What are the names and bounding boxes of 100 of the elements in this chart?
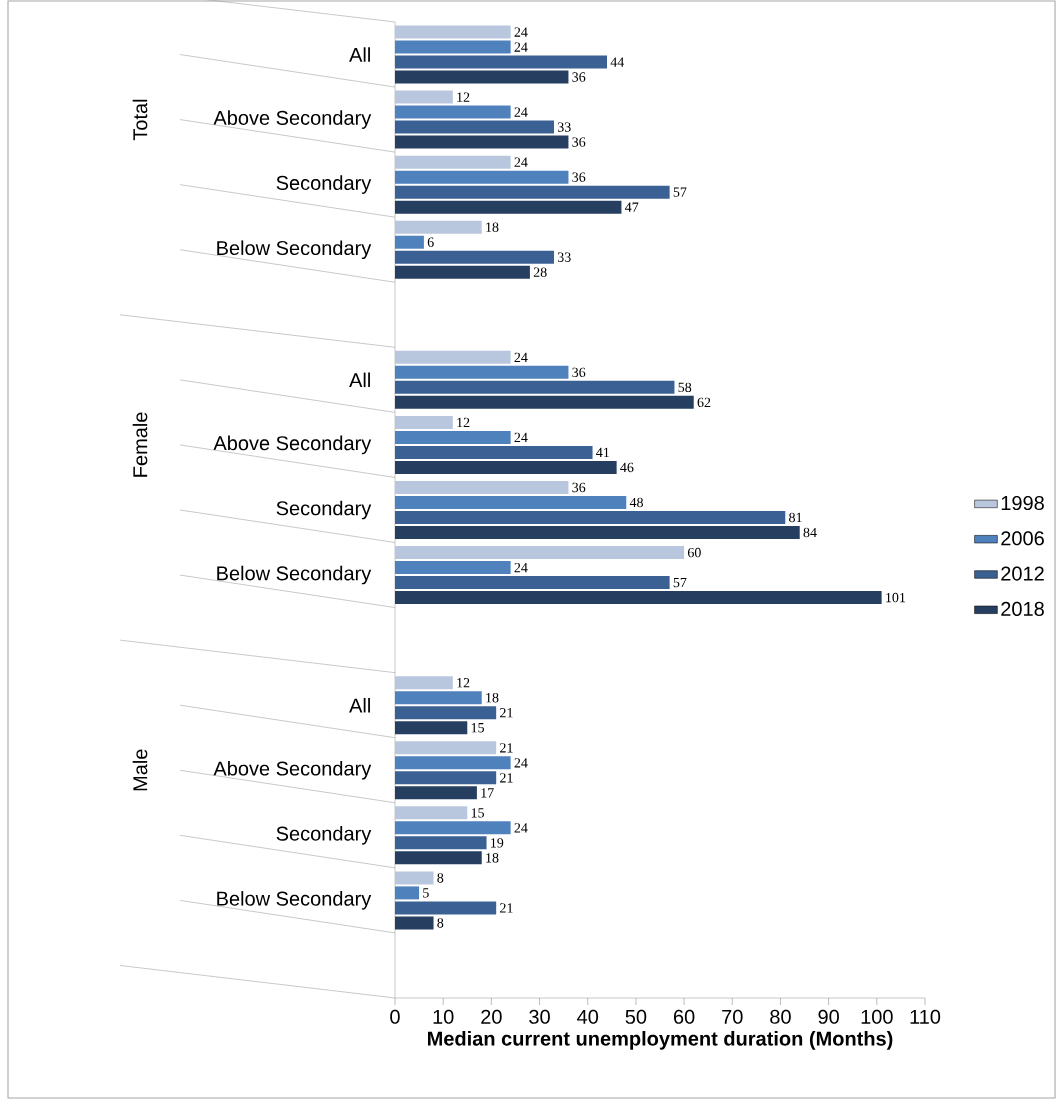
data-label: 24 — [514, 42, 528, 52]
text: Total — [132, 99, 148, 141]
bar — [395, 250, 554, 264]
bar — [395, 576, 670, 590]
data-label: 101 — [886, 592, 906, 603]
bar — [395, 395, 694, 409]
x-tick-label: 90 — [818, 1009, 839, 1024]
bar — [395, 380, 675, 394]
y-tick-label: All — [349, 697, 370, 713]
data-label: 5 — [423, 888, 429, 898]
bar — [395, 25, 511, 39]
bar — [395, 886, 420, 900]
data-label: 24 — [514, 562, 528, 573]
data-label: 21 — [500, 743, 513, 753]
data-label: 24 — [514, 823, 528, 833]
bar — [395, 821, 511, 835]
bar — [395, 120, 554, 134]
data-label: 12 — [457, 92, 470, 102]
bar — [395, 495, 627, 509]
data-label: 60 — [687, 547, 701, 558]
data-label: 12 — [457, 678, 470, 688]
x-tick-label: 60 — [674, 1009, 695, 1024]
data-label: 24 — [514, 107, 528, 117]
data-label: 21 — [500, 708, 513, 718]
bar — [395, 771, 497, 785]
legend-label: 2012 — [1001, 566, 1044, 581]
legend-label: 1998 — [1001, 495, 1044, 511]
legend-label: 2006 — [1001, 531, 1044, 546]
y-tick-label: All — [349, 372, 370, 388]
bar — [395, 756, 511, 770]
bar — [395, 741, 497, 755]
data-label: 57 — [673, 577, 687, 588]
x-tick-label: 40 — [577, 1009, 599, 1024]
bar — [395, 706, 497, 720]
x-tick-label: 80 — [770, 1009, 791, 1024]
bar — [395, 105, 511, 119]
data-label: 28 — [533, 267, 547, 277]
x-tick-label: 50 — [625, 1009, 647, 1024]
data-label: 12 — [457, 417, 470, 428]
data-label: 46 — [620, 462, 634, 473]
bar — [395, 365, 569, 379]
y-tick-label: Secondary — [276, 826, 372, 845]
bar — [395, 235, 424, 249]
y-tick-label: Secondary — [276, 175, 372, 194]
x-tick-label: 100 — [861, 1009, 893, 1024]
bar — [395, 40, 511, 54]
bar — [395, 806, 468, 820]
x-tick-label: 110 — [910, 1009, 941, 1024]
x-tick-label: 10 — [433, 1009, 454, 1024]
bar — [395, 916, 434, 930]
data-label: 18 — [486, 853, 499, 863]
bar — [395, 721, 468, 735]
bar — [395, 185, 670, 199]
x-axis-title: Median current unemployment duration (Months) — [428, 1031, 893, 1050]
x-tick-label: 70 — [722, 1009, 743, 1024]
bar — [395, 836, 487, 850]
y-tick-label: Secondary — [276, 500, 372, 520]
data-label: 21 — [500, 903, 513, 913]
bar — [395, 525, 800, 539]
data-label: 36 — [572, 172, 586, 182]
bar — [395, 786, 477, 800]
y-tick-label: Above Secondary — [213, 435, 372, 455]
bar — [395, 851, 482, 865]
bar — [395, 70, 569, 84]
data-label: 24 — [514, 432, 528, 443]
data-label: 24 — [514, 157, 528, 167]
data-label: 36 — [572, 137, 586, 147]
y-tick-label: All — [349, 47, 370, 62]
data-label: 8 — [437, 873, 444, 883]
bar — [395, 200, 622, 214]
data-label: 41 — [596, 447, 609, 458]
bar — [395, 591, 882, 605]
bar — [395, 871, 434, 885]
x-tick-label: 30 — [529, 1009, 550, 1024]
bar — [395, 691, 482, 705]
data-label: 36 — [572, 482, 586, 493]
bar — [395, 460, 617, 474]
bar — [395, 90, 453, 104]
bar — [395, 676, 453, 690]
bar — [395, 55, 608, 69]
x-tick-label: 20 — [481, 1009, 502, 1024]
data-label: 58 — [678, 382, 692, 393]
data-label: 15 — [471, 808, 484, 818]
bar — [395, 901, 497, 915]
bar — [395, 445, 593, 459]
data-label: 44 — [610, 57, 625, 67]
data-label: 24 — [514, 352, 528, 362]
data-label: 24 — [514, 27, 528, 37]
bar — [395, 135, 569, 149]
data-label: 19 — [491, 838, 504, 848]
legend-label: 2018 — [1001, 601, 1044, 616]
data-label: 21 — [500, 773, 513, 783]
bar — [395, 561, 511, 575]
bar — [395, 430, 511, 444]
bar — [395, 480, 569, 494]
data-label: 6 — [427, 237, 434, 247]
data-label: 36 — [572, 367, 586, 378]
text: Female — [132, 412, 148, 477]
x-tick-label: 0 — [390, 1009, 400, 1024]
y-tick-label: Above Secondary — [213, 760, 372, 780]
